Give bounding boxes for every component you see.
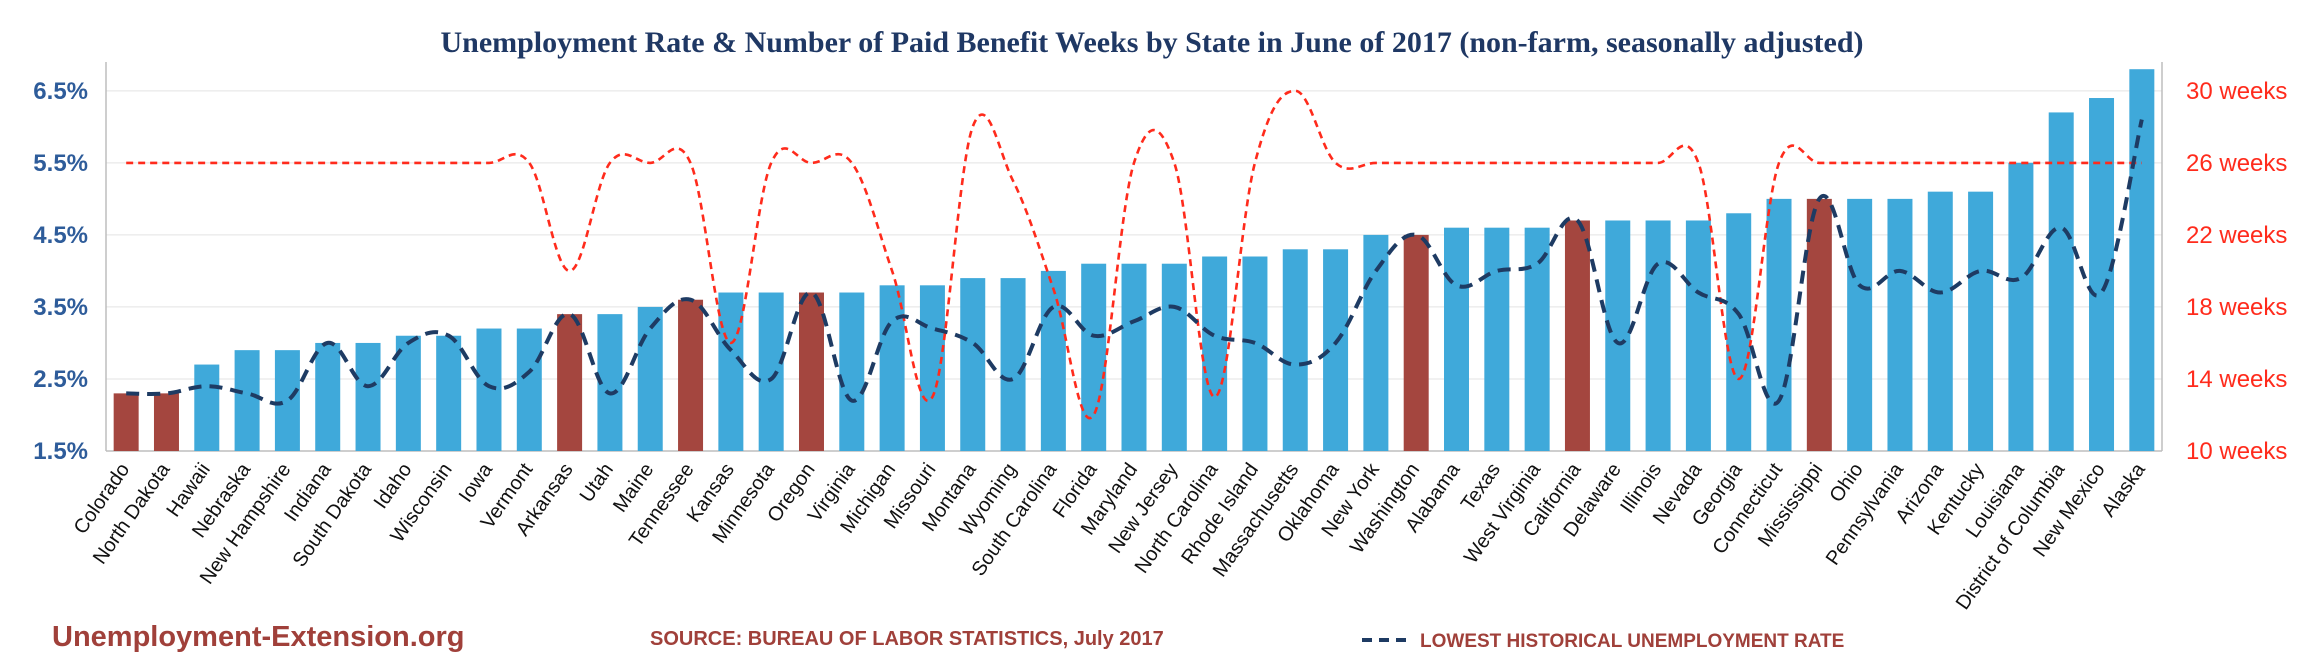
bar-arkansas — [557, 314, 583, 451]
bar-new-jersey — [1161, 263, 1187, 451]
bar-kansas — [718, 292, 744, 451]
y-axis-right-ticks: 10 weeks 14 weeks 18 weeks 22 weeks 26 weeks… — [2186, 78, 2287, 465]
bar-iowa — [476, 328, 502, 451]
bar-maine — [637, 306, 663, 451]
bar-delaware — [1605, 220, 1631, 451]
bar-new-york — [1363, 234, 1389, 451]
bar-louisiana — [2008, 162, 2034, 451]
bar-maryland — [1121, 263, 1147, 451]
brand-logo-text: Unemployment-Extension.org — [52, 621, 465, 653]
bar-tennessee — [678, 299, 704, 451]
bar-illinois — [1645, 220, 1671, 451]
bar-colorado — [113, 393, 139, 451]
bar-virginia — [839, 292, 865, 451]
bar-massachusetts — [1282, 249, 1308, 451]
y-tick-left: 3.5% — [33, 294, 88, 321]
bar-nevada — [1685, 220, 1711, 451]
bar-south-carolina — [1040, 270, 1066, 451]
y-tick-right: 22 weeks — [2186, 222, 2287, 249]
bar-texas — [1484, 227, 1510, 451]
bar-south-dakota — [355, 342, 381, 451]
bar-north-carolina — [1202, 256, 1228, 451]
bar-district-of-columbia — [2048, 112, 2074, 451]
bar-idaho — [395, 335, 421, 451]
bar-new-mexico — [2089, 98, 2115, 451]
bar-west-virginia — [1524, 227, 1550, 451]
y-tick-left: 1.5% — [33, 438, 88, 465]
bar-hawaii — [194, 364, 220, 451]
y-tick-right: 14 weeks — [2186, 366, 2287, 393]
y-tick-right: 10 weeks — [2186, 438, 2287, 465]
chart-title: Unemployment Rate & Number of Paid Benef… — [440, 26, 1863, 59]
bar-alaska — [2129, 69, 2155, 451]
bar-washington — [1403, 234, 1429, 451]
bar-nebraska — [234, 350, 260, 451]
bar-vermont — [516, 328, 542, 451]
bar-arizona — [1927, 191, 1953, 451]
bar-missouri — [919, 285, 945, 451]
line-lowest-historical-rate — [126, 119, 2144, 406]
bar-rhode-island — [1242, 256, 1268, 451]
y-tick-left: 6.5% — [33, 78, 88, 105]
y-tick-right: 18 weeks — [2186, 294, 2287, 321]
bar-ohio — [1847, 198, 1873, 451]
bar-indiana — [315, 342, 341, 451]
bar-wisconsin — [436, 335, 462, 451]
series-lines — [126, 89, 2144, 420]
bar-michigan — [879, 285, 905, 451]
bar-california — [1564, 220, 1590, 451]
bar-connecticut — [1766, 198, 1792, 451]
bar-florida — [1081, 263, 1107, 451]
bar-kentucky — [1968, 191, 1994, 451]
bar-pennsylvania — [1887, 198, 1913, 451]
line-paid-benefit-weeks — [126, 89, 2142, 420]
y-axis-left-ticks: 1.5% 2.5% 3.5% 4.5% 5.5% 6.5% — [33, 78, 88, 465]
x-tick-label: Alaska — [2097, 458, 2150, 521]
bar-minnesota — [758, 292, 784, 451]
bars — [113, 69, 2155, 451]
y-tick-right: 26 weeks — [2186, 150, 2287, 177]
bar-new-hampshire — [274, 350, 300, 451]
legend-label: LOWEST HISTORICAL UNEMPLOYMENT RATE — [1420, 631, 1844, 652]
y-tick-left: 2.5% — [33, 366, 88, 393]
bar-oregon — [798, 292, 824, 451]
bar-mississippi — [1806, 198, 1832, 451]
y-tick-left: 4.5% — [33, 222, 88, 249]
bar-montana — [960, 278, 986, 451]
y-tick-right: 30 weeks — [2186, 78, 2287, 105]
y-tick-left: 5.5% — [33, 150, 88, 177]
bar-alabama — [1444, 227, 1470, 451]
bar-north-dakota — [153, 393, 179, 451]
source-note: SOURCE: BUREAU OF LABOR STATISTICS, July… — [650, 628, 1164, 650]
bar-wyoming — [1000, 278, 1026, 451]
